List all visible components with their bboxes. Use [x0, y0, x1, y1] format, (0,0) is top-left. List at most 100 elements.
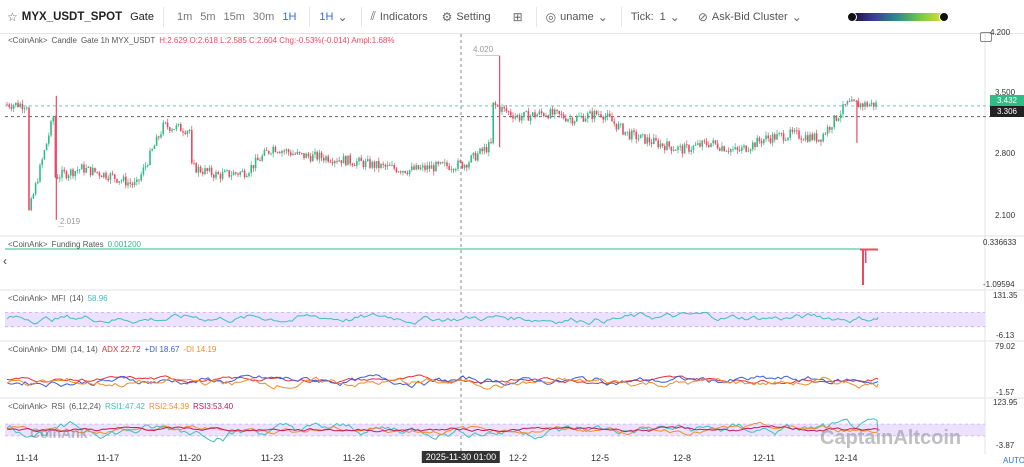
candle-body — [545, 115, 547, 117]
setting-button[interactable]: ⚙ Setting — [435, 0, 498, 34]
star-icon[interactable]: ☆ — [7, 9, 18, 24]
indicators-label: Indicators — [379, 10, 428, 23]
candle-body — [600, 114, 602, 117]
candle-body — [182, 131, 184, 133]
candle-body — [848, 101, 851, 102]
candle-body — [136, 179, 138, 182]
candle-body — [351, 163, 354, 166]
candle-body — [851, 99, 853, 102]
low-marker: 2.019 — [60, 217, 81, 226]
dmi-axis-label: -1.57 — [996, 388, 1015, 397]
user-dropdown[interactable]: ◎ uname ⌄ — [539, 0, 619, 34]
candle-body — [866, 102, 868, 107]
candle-body — [76, 170, 79, 172]
candle-body — [604, 116, 607, 120]
candle-body — [732, 149, 734, 150]
auto-scale-button[interactable]: AUTO — [1003, 456, 1024, 465]
candle-body — [347, 155, 349, 166]
candle-name: Candle — [51, 36, 77, 45]
maximize-icon[interactable] — [980, 32, 992, 42]
interval-group: 1m 5m 15m 30m 1H — [166, 0, 307, 34]
candle-body — [393, 165, 395, 169]
candle-legend: <CoinAnk> Candle Gate 1h MYX_USDT H:2.629 O… — [8, 36, 398, 45]
interval-1m[interactable]: 1m — [176, 10, 193, 23]
candle-body — [360, 157, 362, 162]
candle-ohlc: H:2.629 O:2.618 L:2.585 C:2.604 Chg:-0.5… — [159, 36, 395, 45]
candle-body — [628, 131, 631, 140]
candle-body — [483, 147, 486, 152]
candle-body — [835, 115, 838, 121]
candle-body — [477, 153, 479, 161]
indicators-button[interactable]: ⫽ Indicators — [364, 0, 435, 34]
candle-body — [391, 165, 393, 166]
candle-body — [789, 129, 791, 138]
candle-body — [424, 165, 426, 170]
candle-body — [312, 154, 314, 162]
candle-body — [243, 170, 246, 178]
candle-body — [666, 141, 668, 151]
candle-body — [875, 102, 877, 107]
candle-body — [268, 151, 270, 154]
candle-body — [692, 145, 695, 151]
candle-body — [455, 168, 457, 171]
cluster-dropdown[interactable]: ⊘ Ask-Bid Cluster ⌄ — [691, 0, 813, 34]
interval-5m[interactable]: 5m — [200, 10, 216, 23]
candle-body — [331, 161, 334, 164]
funding-value: 0.001200 — [107, 240, 141, 249]
candle-body — [609, 113, 611, 117]
candle-body — [158, 136, 160, 138]
candle-body — [842, 104, 844, 115]
candle-body — [276, 152, 279, 153]
candle-body — [631, 130, 633, 140]
chart-area[interactable] — [0, 34, 1024, 467]
candle-body — [622, 123, 624, 135]
heatmap-scale-slider[interactable] — [843, 0, 953, 34]
candle-body — [283, 150, 285, 152]
candle-body — [327, 156, 329, 162]
candle-body — [206, 168, 208, 171]
tick-dropdown[interactable]: Tick: 1 ⌄ — [624, 0, 691, 34]
candle-body — [593, 111, 596, 119]
candle-body — [237, 173, 239, 175]
candle-body — [688, 145, 690, 152]
candle-body — [175, 125, 178, 130]
candle-body — [822, 133, 824, 142]
collapse-arrow-icon[interactable]: ‹ — [3, 254, 7, 268]
candle-body — [202, 172, 204, 174]
interval-1h[interactable]: 1H — [282, 10, 297, 23]
candle-body — [100, 175, 103, 178]
candle-body — [767, 135, 769, 139]
candle-body — [17, 102, 19, 108]
candle-body — [567, 119, 569, 122]
funding-axis-label: 0.336633 — [983, 238, 1017, 247]
candle-body — [120, 180, 123, 182]
active-interval-dropdown[interactable]: 1H ⌄ — [312, 0, 358, 34]
candle-body — [815, 133, 818, 142]
interval-30m[interactable]: 30m — [252, 10, 275, 23]
candle-body — [382, 163, 384, 165]
candle-body — [752, 142, 754, 150]
candle-body — [408, 170, 411, 175]
candle-body — [43, 150, 46, 160]
cluster-label: Ask-Bid Cluster — [711, 10, 788, 23]
symbol-selector[interactable]: ☆ MYX_USDT_SPOT Gate — [0, 0, 161, 34]
candle-body — [620, 123, 622, 125]
candle-body — [571, 118, 574, 124]
candle-body — [149, 150, 151, 166]
candle-body — [70, 169, 72, 176]
candle-body — [589, 111, 591, 114]
candle-body — [349, 155, 351, 164]
chevron-down-icon: ⌄ — [337, 9, 348, 24]
high-marker: 4.020 — [473, 45, 494, 54]
layout-button[interactable]: ⊞ — [498, 0, 534, 34]
candle-body — [378, 161, 380, 169]
interval-15m[interactable]: 15m — [223, 10, 245, 23]
color-gradient-bar[interactable] — [846, 11, 949, 22]
candle-body — [736, 147, 739, 150]
candle-body — [241, 170, 244, 172]
candle-body — [232, 172, 235, 176]
candle-body — [800, 138, 802, 140]
candle-body — [15, 102, 17, 106]
candle-body — [490, 142, 492, 144]
candle-body — [72, 169, 74, 177]
